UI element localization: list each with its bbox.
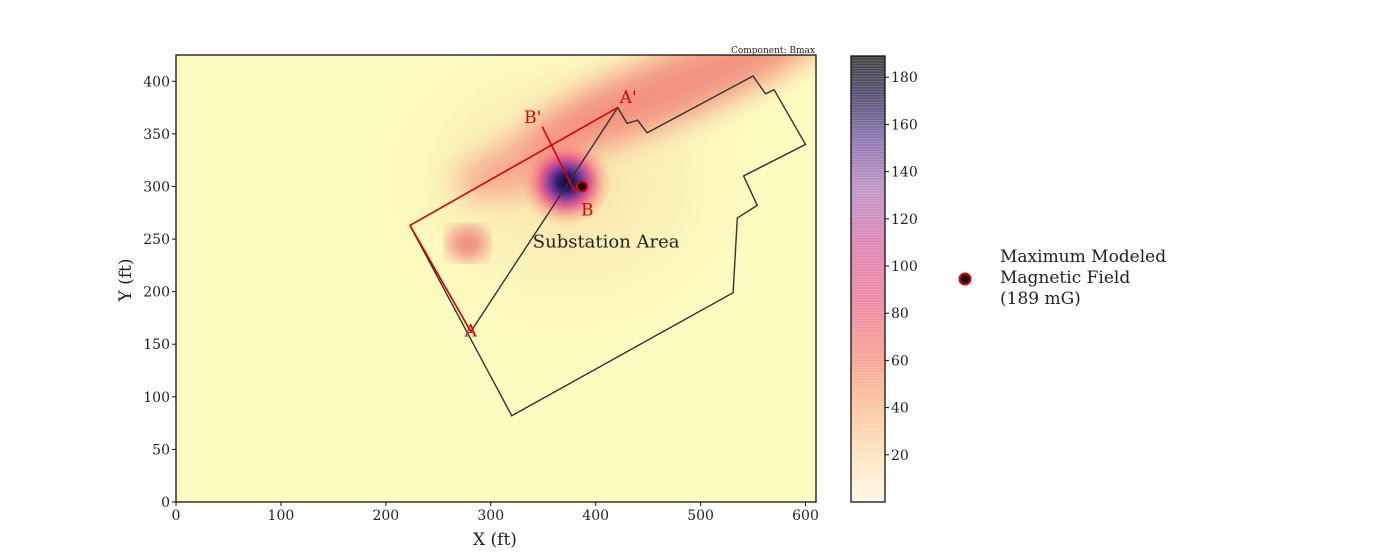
x-tick-label: 300 (477, 508, 504, 524)
x-tick-label: 600 (792, 508, 819, 524)
colorbar-tick-label: 100 (891, 259, 918, 275)
x-tick-label: 500 (687, 508, 714, 524)
colorbar-tick-label: 120 (891, 212, 918, 228)
section-label-a-prime: A' (619, 88, 637, 108)
legend-text-line: Magnetic Field (1000, 268, 1130, 288)
y-axis-label: Y (ft) (116, 258, 136, 302)
legend-marker-max-field (958, 272, 972, 286)
substation-boundary (409, 75, 807, 417)
cross-section-a-ap (408, 106, 619, 333)
colorbar-tick-label: 140 (891, 165, 918, 181)
colorbar-gradient (851, 56, 885, 502)
x-tick-label: 0 (172, 508, 181, 524)
y-tick-label: 250 (143, 232, 170, 248)
field-source-ne (516, 55, 816, 158)
y-tick-label: 400 (143, 74, 170, 90)
colorbar-tick-label: 40 (891, 401, 909, 417)
y-tick-label: 300 (143, 179, 170, 195)
colorbar-tick-label: 80 (891, 306, 909, 322)
colorbar-frame (850, 55, 886, 503)
x-tick-label: 100 (268, 508, 295, 524)
legend-text-line: Maximum Modeled (1000, 247, 1166, 267)
max-field-marker (576, 180, 589, 193)
y-tick-label: 0 (161, 495, 170, 511)
y-tick-label: 50 (152, 442, 170, 458)
colorbar: 20 40 60 80 100 120 140 160 180 (850, 55, 918, 503)
substation-area-label: Substation Area (533, 231, 680, 252)
section-label-b-prime: B' (524, 108, 541, 128)
y-tick-label: 200 (143, 285, 170, 301)
field-source-main (520, 138, 613, 227)
legend-text-line: (189 mG) (1000, 289, 1081, 309)
heatmap-field (176, 55, 816, 502)
cross-section-b-bp (541, 126, 577, 195)
x-tick-label: 400 (582, 508, 609, 524)
section-label-a: A (464, 322, 478, 342)
x-axis-label: X (ft) (473, 530, 517, 550)
field-source-left (447, 226, 488, 261)
component-note: Component: Bmax (731, 46, 815, 56)
y-tick-label: 100 (143, 390, 170, 406)
y-tick-label: 350 (143, 127, 170, 143)
y-tick-label: 150 (143, 337, 170, 353)
colorbar-tick-label: 60 (891, 353, 909, 369)
field-left-blob (447, 226, 488, 261)
colorbar-tick-label: 20 (891, 448, 909, 464)
section-label-b: B (581, 201, 594, 221)
colorbar-tick-label: 180 (891, 70, 918, 86)
colorbar-tick-label: 160 (891, 117, 918, 133)
x-tick-label: 200 (372, 508, 399, 524)
plot-frame (175, 54, 817, 503)
